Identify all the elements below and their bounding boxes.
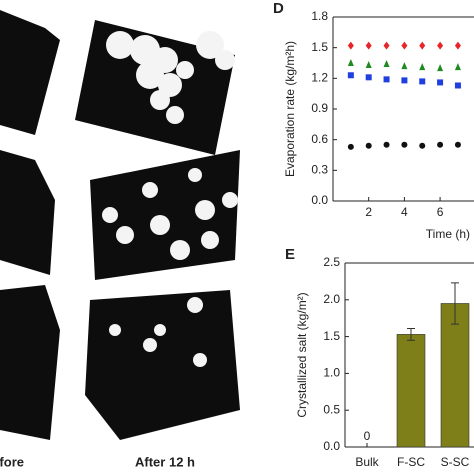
point bbox=[454, 141, 461, 148]
panel-label: D bbox=[273, 0, 284, 17]
x-tick-label: 4 bbox=[401, 205, 408, 219]
y-tick-label: 0.6 bbox=[311, 132, 328, 146]
y-axis-label: Crystallized salt (kg/m²) bbox=[295, 292, 309, 417]
point bbox=[437, 141, 444, 148]
point bbox=[383, 41, 390, 50]
point bbox=[365, 74, 372, 81]
y-tick-label: 1.8 bbox=[311, 9, 328, 23]
x-tick-label: Bulk bbox=[355, 455, 379, 469]
y-tick-label: 0.0 bbox=[323, 439, 340, 453]
point bbox=[401, 41, 408, 50]
panel-label: E bbox=[285, 246, 295, 263]
point bbox=[419, 142, 426, 149]
point bbox=[419, 78, 426, 85]
point bbox=[347, 59, 354, 66]
point bbox=[383, 141, 390, 148]
point bbox=[401, 77, 408, 84]
x-tick-label: F-SC bbox=[397, 455, 425, 469]
point bbox=[454, 82, 461, 89]
point bbox=[347, 72, 354, 79]
point bbox=[437, 64, 444, 72]
value-label: 0 bbox=[364, 429, 371, 443]
point bbox=[383, 76, 390, 83]
y-tick-label: 1.2 bbox=[311, 71, 328, 85]
y-tick-label: 0.5 bbox=[323, 402, 340, 416]
point bbox=[419, 63, 426, 71]
point bbox=[454, 63, 461, 71]
point bbox=[454, 41, 461, 50]
y-tick-label: 2.0 bbox=[323, 292, 340, 306]
point bbox=[419, 41, 426, 50]
x-tick-label: 6 bbox=[437, 205, 444, 219]
point bbox=[437, 79, 444, 86]
y-tick-label: 2.5 bbox=[323, 255, 340, 269]
x-axis-label: Time (h) bbox=[426, 227, 470, 241]
y-tick-label: 0.3 bbox=[311, 163, 328, 177]
point bbox=[365, 142, 372, 149]
photo-label: After 12 h bbox=[135, 454, 195, 469]
point bbox=[365, 41, 372, 50]
y-tick-label: 0.0 bbox=[311, 193, 328, 207]
y-tick-label: 1.5 bbox=[311, 40, 328, 54]
bar bbox=[440, 303, 470, 448]
point bbox=[383, 60, 390, 68]
y-axis-label: Evaporation rate (kg/m²h) bbox=[283, 41, 297, 177]
photos: Before After 12 h bbox=[0, 10, 240, 469]
point bbox=[401, 141, 408, 148]
point bbox=[401, 62, 408, 70]
bar bbox=[396, 334, 426, 448]
photo-label: Before bbox=[0, 454, 24, 469]
point bbox=[365, 61, 372, 69]
point bbox=[437, 41, 444, 50]
x-tick-label: 2 bbox=[365, 205, 372, 219]
y-tick-label: 0.9 bbox=[311, 101, 328, 115]
y-tick-label: 1.0 bbox=[323, 366, 340, 380]
y-tick-label: 1.5 bbox=[323, 329, 340, 343]
point bbox=[347, 143, 354, 150]
point bbox=[347, 41, 354, 50]
x-tick-label: S-SC bbox=[441, 455, 470, 469]
